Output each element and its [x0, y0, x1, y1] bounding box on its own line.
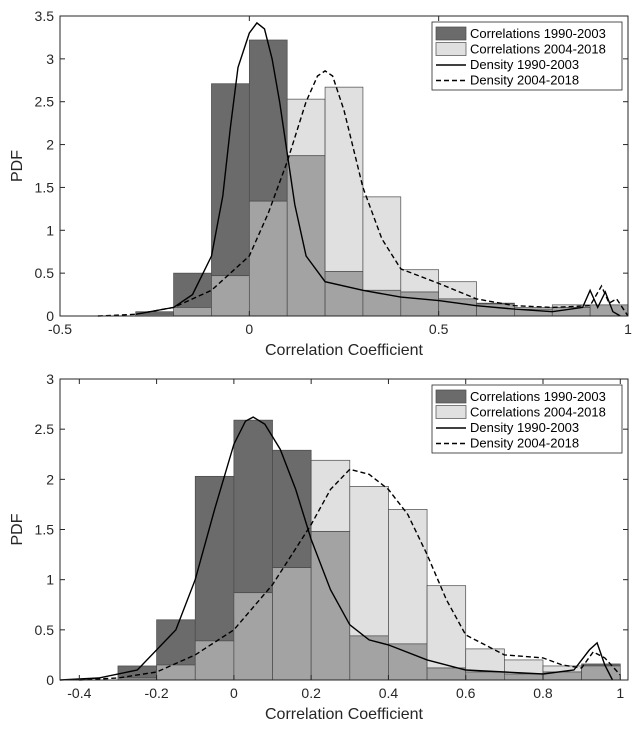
- bar-overlap: [362, 289, 402, 317]
- bar-correlations-1990-2003: [173, 272, 212, 308]
- bar-correlations-2004-2018: [388, 509, 428, 645]
- y-tick-label: 0: [46, 308, 54, 324]
- y-tick-label: 0.5: [35, 622, 55, 638]
- legend-swatch: [435, 42, 467, 56]
- y-axis-label: PDF: [9, 513, 26, 545]
- y-tick-label: 1.5: [35, 179, 55, 195]
- x-tick-label: 0.6: [456, 685, 476, 701]
- bar-correlations-2004-2018: [324, 86, 364, 272]
- bar-overlap: [211, 275, 250, 317]
- y-tick-label: 1.5: [35, 522, 55, 538]
- x-tick-label: -0.5: [48, 321, 72, 337]
- density-line-density-1990-2003: [135, 21, 621, 317]
- bar-overlap: [248, 200, 288, 317]
- bar-overlap: [156, 664, 196, 681]
- chart-bottom: -0.4 -0.2 0 0.2 0.4 0.6 0.8 1 0 0.5 1 1.5 2 2.5 3 Corre…: [9, 371, 629, 723]
- y-tick-label: 1: [46, 572, 54, 588]
- bar-overlap: [400, 291, 440, 317]
- bar-overlap: [173, 307, 212, 317]
- x-tick-label: 0: [230, 685, 238, 701]
- bar-overlap: [324, 271, 364, 317]
- bar-correlations-2004-2018: [310, 459, 351, 532]
- y-tick-label: 3: [46, 371, 54, 387]
- legend-label: Density 2004-2018: [470, 73, 579, 88]
- x-tick-label: -0.2: [145, 685, 169, 701]
- y-tick-label: 2.5: [35, 421, 55, 437]
- bar-correlations-1990-2003: [211, 83, 250, 277]
- bar-correlations-2004-2018: [349, 486, 389, 637]
- bar-correlations-2004-2018: [438, 281, 477, 300]
- bar-overlap: [233, 592, 273, 681]
- bar-correlations-1990-2003: [233, 419, 273, 594]
- bar-correlations-2004-2018: [426, 585, 467, 669]
- density-line-density-1990-2003: [59, 416, 614, 681]
- bar-overlap: [349, 635, 389, 681]
- y-tick-label: 2.5: [35, 94, 55, 110]
- y-tick-label: 3.5: [35, 8, 55, 24]
- bar-overlap: [272, 567, 312, 681]
- y-tick-label: 0.5: [35, 265, 55, 281]
- legend-label: Density 1990-2003: [470, 57, 579, 72]
- bar-overlap: [465, 671, 505, 681]
- y-tick-label: 2: [46, 137, 54, 153]
- bar-overlap: [426, 667, 467, 681]
- y-tick-label: 0: [46, 672, 54, 688]
- bar-overlap: [194, 640, 235, 681]
- x-axis-label: Correlation Coefficient: [265, 342, 424, 359]
- bar-correlations-1990-2003: [117, 665, 157, 679]
- x-tick-label: 0.5: [429, 321, 449, 337]
- x-tick-label: 0: [245, 321, 253, 337]
- x-tick-label: 1: [616, 685, 624, 701]
- y-tick-label: 2: [46, 471, 54, 487]
- x-tick-label: 0.4: [379, 685, 399, 701]
- density-line-density-2004-2018: [97, 70, 629, 317]
- bar-overlap: [286, 155, 326, 317]
- bar-correlations-2004-2018: [286, 98, 326, 157]
- x-tick-label: 0.2: [301, 685, 321, 701]
- x-axis-label: Correlation Coefficient: [265, 706, 424, 723]
- legend-label: Correlations 1990-2003: [470, 389, 606, 404]
- x-tick-label: -0.4: [67, 685, 91, 701]
- bar-overlap: [504, 673, 544, 681]
- legend-label: Correlations 2004-2018: [470, 405, 606, 420]
- density-line-density-2004-2018: [79, 468, 621, 681]
- legend-label: Correlations 2004-2018: [470, 42, 606, 57]
- y-tick-label: 1: [46, 222, 54, 238]
- bar-correlations-1990-2003: [272, 449, 312, 568]
- x-tick-label: 0.8: [533, 685, 553, 701]
- legend-swatch: [435, 26, 467, 41]
- y-axis-label: PDF: [9, 150, 26, 182]
- axes-box: [59, 15, 629, 317]
- x-tick-label: 1: [624, 321, 632, 337]
- bar-overlap: [388, 643, 428, 681]
- legend-label: Density 1990-2003: [470, 420, 579, 435]
- legend-label: Correlations 1990-2003: [470, 26, 606, 41]
- bar-correlations-2004-2018: [362, 196, 402, 291]
- legend-label: Density 2004-2018: [470, 436, 579, 451]
- y-tick-label: 3: [46, 51, 54, 67]
- legend-swatch: [435, 389, 467, 404]
- bar-correlations-1990-2003: [248, 39, 288, 202]
- legend-swatch: [435, 405, 467, 419]
